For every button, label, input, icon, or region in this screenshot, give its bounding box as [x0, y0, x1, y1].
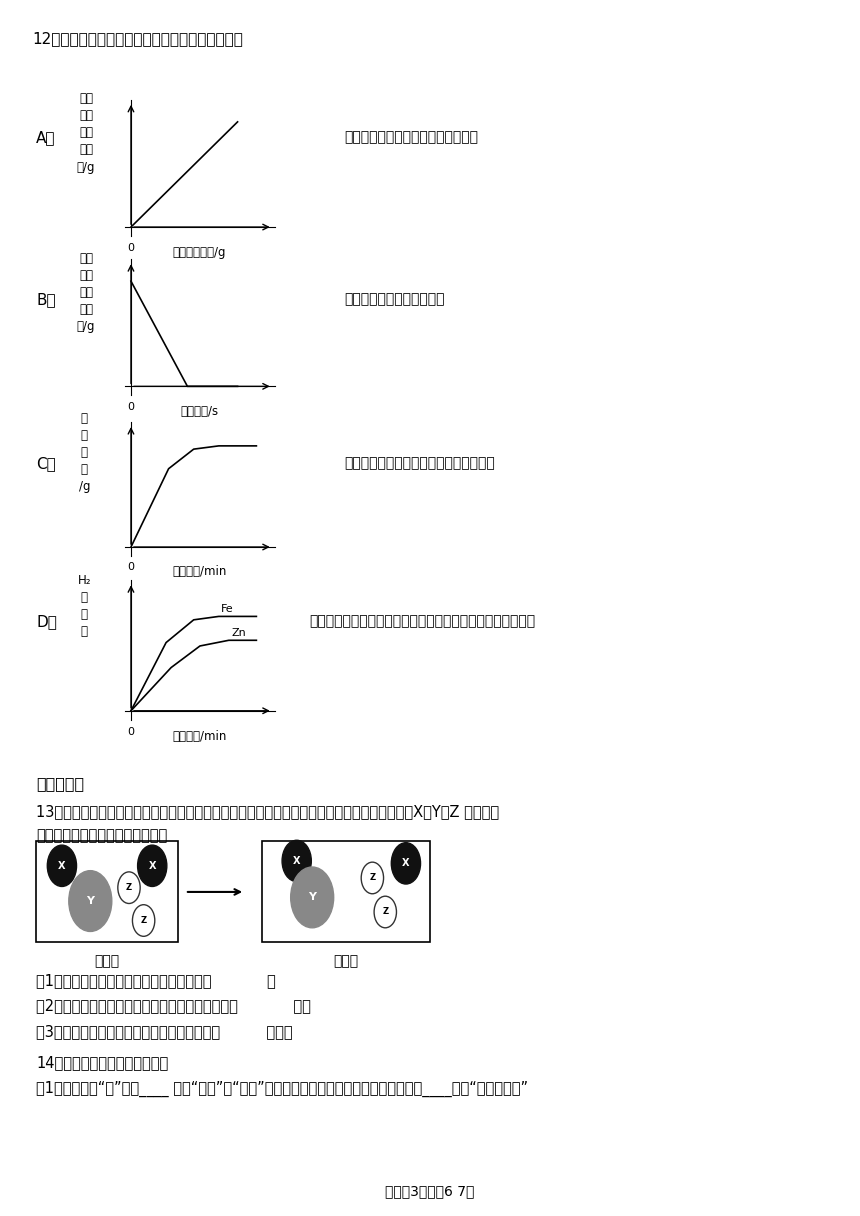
Text: 量: 量 — [81, 463, 88, 477]
Text: 0: 0 — [127, 401, 134, 412]
Text: 元素: 元素 — [79, 126, 93, 140]
Circle shape — [47, 845, 77, 886]
Text: 表示加热一定量的高锶酸钟: 表示加热一定量的高锶酸钟 — [344, 292, 445, 306]
Text: Z: Z — [382, 907, 389, 917]
Text: 反应时间/min: 反应时间/min — [172, 565, 227, 579]
Text: X: X — [58, 861, 65, 871]
Text: Z: Z — [126, 883, 132, 893]
Text: （1）反应过程中，生成物中分子的个数比为            。: （1）反应过程中，生成物中分子的个数比为 。 — [36, 973, 276, 987]
Text: Z: Z — [369, 873, 376, 883]
Text: 元素: 元素 — [79, 286, 93, 299]
Text: 中铁: 中铁 — [79, 109, 93, 123]
Text: 0: 0 — [127, 242, 134, 253]
Text: D．: D． — [36, 614, 57, 629]
Text: 0: 0 — [127, 727, 134, 737]
Text: Z: Z — [140, 916, 147, 925]
Text: Fe: Fe — [221, 604, 234, 614]
Text: 量/g: 量/g — [77, 161, 95, 174]
Text: Y: Y — [86, 896, 95, 906]
Text: 表示向一定量的稀确酸中加入氯化钒溶液: 表示向一定量的稀确酸中加入氯化钒溶液 — [344, 456, 494, 471]
Text: （1）加碗盐中“碗”是指____ （填“元素”或“分子”），身体中一旦缺碗，可能患有的疾病是____（填“甲状腺肿大”: （1）加碗盐中“碗”是指____ （填“元素”或“分子”），身体中一旦缺碗，可能… — [36, 1081, 528, 1097]
Circle shape — [282, 840, 311, 882]
Text: Zn: Zn — [231, 627, 246, 638]
Circle shape — [138, 845, 167, 886]
Text: 量: 量 — [81, 625, 88, 638]
Text: X: X — [293, 856, 300, 866]
Text: 淠: 淠 — [81, 429, 88, 443]
Circle shape — [391, 843, 421, 884]
Text: （3）图中所示化学变化属于基本反应类型中的          反应。: （3）图中所示化学变化属于基本反应类型中的 反应。 — [36, 1024, 292, 1038]
Text: 二、填空题: 二、填空题 — [36, 776, 84, 790]
Text: 量/g: 量/g — [77, 320, 95, 333]
FancyBboxPatch shape — [262, 841, 430, 942]
Text: B．: B． — [36, 292, 56, 306]
Text: A．: A． — [36, 130, 56, 145]
Text: 质: 质 — [81, 608, 88, 621]
Text: 氧化铁的质量/g: 氧化铁的质量/g — [173, 246, 226, 259]
FancyBboxPatch shape — [36, 841, 178, 942]
Text: 试卷第3页，兲6 7页: 试卷第3页，兲6 7页 — [385, 1184, 475, 1199]
Text: （2）图中所示的四种物质中，可能属于氧化物的有            种。: （2）图中所示的四种物质中，可能属于氧化物的有 种。 — [36, 998, 311, 1013]
Text: 中氧: 中氧 — [79, 269, 93, 282]
Text: X: X — [149, 861, 156, 871]
Text: 固体: 固体 — [79, 252, 93, 265]
Text: 溶液: 溶液 — [79, 92, 93, 106]
Text: X: X — [402, 858, 409, 868]
Text: 14．化学与人类生活密切相关。: 14．化学与人类生活密切相关。 — [36, 1055, 169, 1070]
Text: 表示等质量的锶、铁分别与质量分数相等且足量的稀确酸反应: 表示等质量的锶、铁分别与质量分数相等且足量的稀确酸反应 — [310, 614, 536, 629]
Text: 的质: 的质 — [79, 143, 93, 157]
Circle shape — [118, 872, 140, 903]
Text: 反应前: 反应前 — [95, 955, 120, 969]
Text: 反应时间/min: 反应时间/min — [172, 730, 227, 743]
Text: 沉: 沉 — [81, 412, 88, 426]
Text: 反应时间/s: 反应时间/s — [181, 405, 218, 418]
Text: 表示向一定量的稀盐酸中加入氧化铁: 表示向一定量的稀盐酸中加入氧化铁 — [344, 130, 478, 145]
Circle shape — [132, 905, 155, 936]
Text: 不同元素的原子，据图回答问题。: 不同元素的原子，据图回答问题。 — [36, 828, 168, 843]
Text: 质: 质 — [81, 446, 88, 460]
Text: 0: 0 — [127, 562, 134, 573]
Text: 反应后: 反应后 — [334, 955, 359, 969]
Text: Y: Y — [308, 893, 316, 902]
Text: 的质: 的质 — [79, 303, 93, 316]
Text: 12．下列四个图象，能正确反映对应变化关系的是: 12．下列四个图象，能正确反映对应变化关系的是 — [33, 32, 243, 46]
Text: 的: 的 — [81, 591, 88, 604]
Text: H₂: H₂ — [77, 574, 91, 587]
Text: 13．走进化学变化的微观世界，有利于进一步认识化学变化。下图是某化学变化的微观示意图，X、Y、Z 分别表示: 13．走进化学变化的微观世界，有利于进一步认识化学变化。下图是某化学变化的微观示… — [36, 804, 500, 818]
Circle shape — [291, 867, 334, 928]
Circle shape — [361, 862, 384, 894]
Text: /g: /g — [78, 480, 90, 494]
Text: C．: C． — [36, 456, 56, 471]
Circle shape — [374, 896, 396, 928]
Circle shape — [69, 871, 112, 931]
